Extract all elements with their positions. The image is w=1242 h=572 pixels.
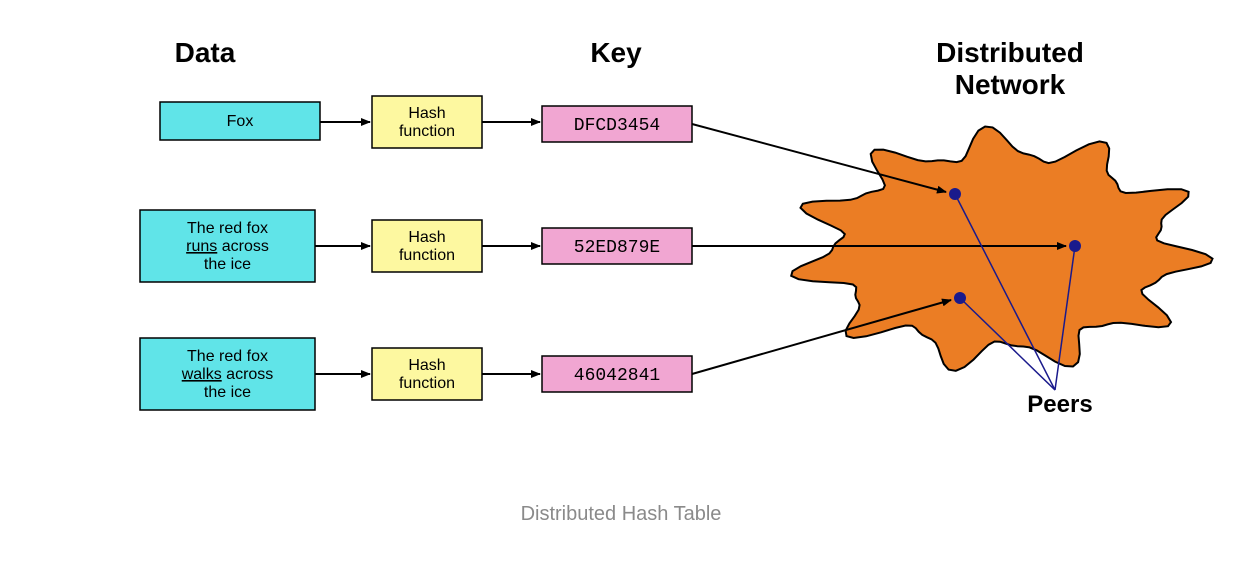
peer-dot (949, 188, 961, 200)
hash-label-line1: Hash (408, 229, 445, 246)
hash-label-line1: Hash (408, 105, 445, 122)
data-box-text: The red fox (187, 348, 268, 365)
diagram-caption: Distributed Hash Table (521, 503, 722, 525)
hash-label-line2: function (399, 123, 455, 140)
data-box: Fox (160, 102, 320, 140)
key-to-peer-arrow (692, 300, 951, 374)
header-network-l1: Distributed (936, 37, 1084, 68)
data-box: The red foxruns acrossthe ice (140, 210, 315, 282)
diagram-canvas: Data Key Distributed Network Peers Fox Th… (0, 0, 1242, 572)
header-data: Data (175, 37, 236, 68)
peer-dot (954, 292, 966, 304)
header-key: Key (590, 37, 642, 68)
peers-label: Peers (1027, 391, 1092, 418)
hash-label-line1: Hash (408, 357, 445, 374)
data-box-text: the ice (204, 256, 251, 273)
hash-function-box: Hashfunction (372, 96, 482, 148)
key-value: 46042841 (574, 366, 660, 386)
header-network-l2: Network (955, 69, 1066, 100)
data-box: The red foxwalks acrossthe ice (140, 338, 315, 410)
network-cloud (791, 127, 1212, 371)
hash-label-line2: function (399, 375, 455, 392)
hash-function-box: Hashfunction (372, 348, 482, 400)
hash-label-line2: function (399, 247, 455, 264)
key-box: 52ED879E (542, 228, 692, 264)
peer-dot (1069, 240, 1081, 252)
key-boxes-group: DFCD3454 52ED879E 46042841 (542, 106, 692, 392)
key-value: 52ED879E (574, 238, 660, 258)
key-value: DFCD3454 (574, 116, 660, 136)
data-box-text: the ice (204, 384, 251, 401)
data-box-text: Fox (227, 113, 254, 130)
key-box: DFCD3454 (542, 106, 692, 142)
data-box-text: walks across (181, 366, 274, 383)
data-boxes-group: FoxThe red foxruns acrossthe iceThe red … (140, 102, 320, 410)
key-box: 46042841 (542, 356, 692, 392)
data-box-text: The red fox (187, 220, 268, 237)
hash-function-box: Hashfunction (372, 220, 482, 272)
hash-boxes-group: HashfunctionHashfunctionHashfunction (372, 96, 482, 400)
data-box-text: runs across (186, 238, 269, 255)
